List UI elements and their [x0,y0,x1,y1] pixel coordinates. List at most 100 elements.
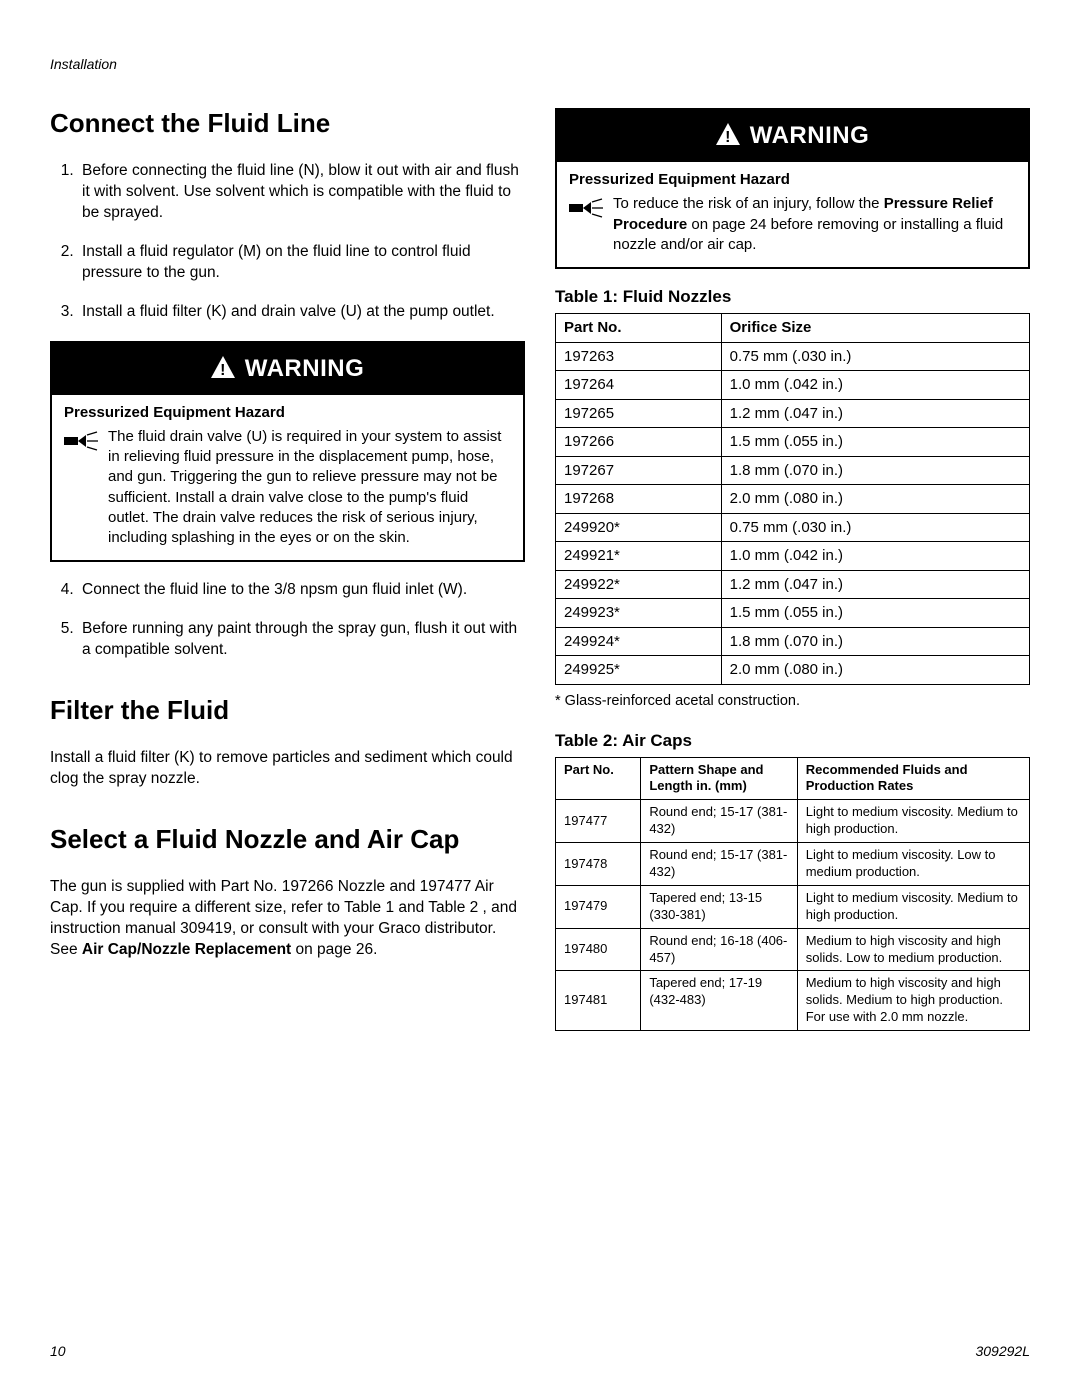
table-row: 249922*1.2 mm (.047 in.) [556,570,1030,599]
table-row: 1972671.8 mm (.070 in.) [556,456,1030,485]
table-cell: 1.5 mm (.055 in.) [721,428,1029,457]
table-fluid-nozzles: Part No. Orifice Size 1972630.75 mm (.03… [555,313,1030,685]
table-air-caps: Part No. Pattern Shape and Length in. (m… [555,757,1030,1032]
right-column: ! WARNING Pressurized Equipment Hazard T… [555,108,1030,1031]
table-cell: 197268 [556,485,722,514]
table2-title: Table 2: Air Caps [555,731,1030,751]
hazard-title: Pressurized Equipment Hazard [569,170,1016,190]
table-cell: Medium to high viscosity and high solids… [797,928,1029,971]
warning-body: Pressurized Equipment Hazard The fluid d… [52,395,523,561]
heading-select: Select a Fluid Nozzle and Air Cap [50,824,525,855]
table-cell: 197481 [556,971,641,1031]
table-cell: Tapered end; 17-19 (432-483) [641,971,797,1031]
warning-box-2: ! WARNING Pressurized Equipment Hazard T… [555,108,1030,269]
warning-triangle-icon: ! [716,123,740,152]
table-cell: 249921* [556,542,722,571]
svg-text:!: ! [220,362,226,378]
table-row: 1972661.5 mm (.055 in.) [556,428,1030,457]
table-cell: Light to medium viscosity. Medium to hig… [797,800,1029,843]
table-cell: Round end; 15-17 (381-432) [641,800,797,843]
hazard-title: Pressurized Equipment Hazard [64,403,511,423]
filter-paragraph: Install a fluid filter (K) to remove par… [50,748,525,790]
heading-connect: Connect the Fluid Line [50,108,525,139]
table-cell: Light to medium viscosity. Low to medium… [797,843,1029,886]
spray-hazard-icon [569,194,603,224]
table-cell: 1.0 mm (.042 in.) [721,371,1029,400]
steps-list-b: Connect the fluid line to the 3/8 npsm g… [50,580,525,661]
table-cell: 1.2 mm (.047 in.) [721,570,1029,599]
th-orifice: Orifice Size [721,314,1029,343]
table-cell: 197478 [556,843,641,886]
page-header: Installation [50,56,1030,72]
table-row: 249924*1.8 mm (.070 in.) [556,627,1030,656]
table-cell: 249923* [556,599,722,628]
table-cell: 197265 [556,399,722,428]
th-partno: Part No. [556,757,641,800]
left-column: Connect the Fluid Line Before connecting… [50,108,525,1031]
table-header-row: Part No. Orifice Size [556,314,1030,343]
table-cell: 197266 [556,428,722,457]
table-row: 1972651.2 mm (.047 in.) [556,399,1030,428]
table-row: 197480Round end; 16-18 (406-457)Medium t… [556,928,1030,971]
table-cell: 1.2 mm (.047 in.) [721,399,1029,428]
step-item: Install a fluid regulator (M) on the flu… [78,242,525,284]
spray-hazard-icon [64,427,98,457]
table-row: 197481Tapered end; 17-19 (432-483)Medium… [556,971,1030,1031]
table-cell: 1.5 mm (.055 in.) [721,599,1029,628]
select-text-bold: Air Cap/Nozzle Replacement [82,941,291,958]
step-item: Install a fluid filter (K) and drain val… [78,302,525,323]
table-row: 197477Round end; 15-17 (381-432)Light to… [556,800,1030,843]
warning-label: WARNING [750,122,870,149]
table-cell: 0.75 mm (.030 in.) [721,342,1029,371]
table-row: 249921*1.0 mm (.042 in.) [556,542,1030,571]
table-row: 197479Tapered end; 13-15 (330-381)Light … [556,885,1030,928]
svg-text:!: ! [725,129,731,145]
warning2-line1: To reduce the risk of an injury, follow … [613,195,884,212]
table1-footnote: * Glass-reinforced acetal construction. [555,693,1030,709]
heading-filter: Filter the Fluid [50,695,525,726]
table-row: 1972682.0 mm (.080 in.) [556,485,1030,514]
table-cell: 197267 [556,456,722,485]
hazard-text: To reduce the risk of an injury, follow … [613,194,1016,255]
table-cell: 249922* [556,570,722,599]
table-header-row: Part No. Pattern Shape and Length in. (m… [556,757,1030,800]
table-row: 197478Round end; 15-17 (381-432)Light to… [556,843,1030,886]
table-cell: 197264 [556,371,722,400]
page-number: 10 [50,1343,66,1359]
table-cell: Round end; 15-17 (381-432) [641,843,797,886]
th-fluids: Recommended Fluids and Production Rates [797,757,1029,800]
table-cell: 197477 [556,800,641,843]
table-cell: 1.8 mm (.070 in.) [721,627,1029,656]
table-cell: 1.8 mm (.070 in.) [721,456,1029,485]
select-text-post: on page 26. [291,941,377,958]
table-cell: Medium to high viscosity and high solids… [797,971,1029,1031]
table-cell: 249920* [556,513,722,542]
table1-title: Table 1: Fluid Nozzles [555,287,1030,307]
table-cell: 2.0 mm (.080 in.) [721,656,1029,685]
table-cell: 197480 [556,928,641,971]
table-cell: 197263 [556,342,722,371]
warning-header: ! WARNING [557,110,1028,162]
steps-list-a: Before connecting the fluid line (N), bl… [50,161,525,323]
warning-body: Pressurized Equipment Hazard To reduce t… [557,162,1028,267]
table-cell: Round end; 16-18 (406-457) [641,928,797,971]
two-column-layout: Connect the Fluid Line Before connecting… [50,108,1030,1031]
step-item: Before running any paint through the spr… [78,619,525,661]
warning-box-1: ! WARNING Pressurized Equipment Hazard T… [50,341,525,563]
table-cell: Tapered end; 13-15 (330-381) [641,885,797,928]
table-cell: Light to medium viscosity. Medium to hig… [797,885,1029,928]
hazard-text: The fluid drain valve (U) is required in… [108,427,511,549]
warning-header: ! WARNING [52,343,523,395]
step-item: Before connecting the fluid line (N), bl… [78,161,525,224]
warning-triangle-icon: ! [211,356,235,385]
document-id: 309292L [975,1343,1030,1359]
th-partno: Part No. [556,314,722,343]
table-row: 249923*1.5 mm (.055 in.) [556,599,1030,628]
table-row: 1972641.0 mm (.042 in.) [556,371,1030,400]
table-row: 249925*2.0 mm (.080 in.) [556,656,1030,685]
table-row: 1972630.75 mm (.030 in.) [556,342,1030,371]
table-cell: 249924* [556,627,722,656]
select-paragraph: The gun is supplied with Part No. 197266… [50,877,525,961]
table-cell: 0.75 mm (.030 in.) [721,513,1029,542]
page-footer: 10 309292L [50,1343,1030,1359]
